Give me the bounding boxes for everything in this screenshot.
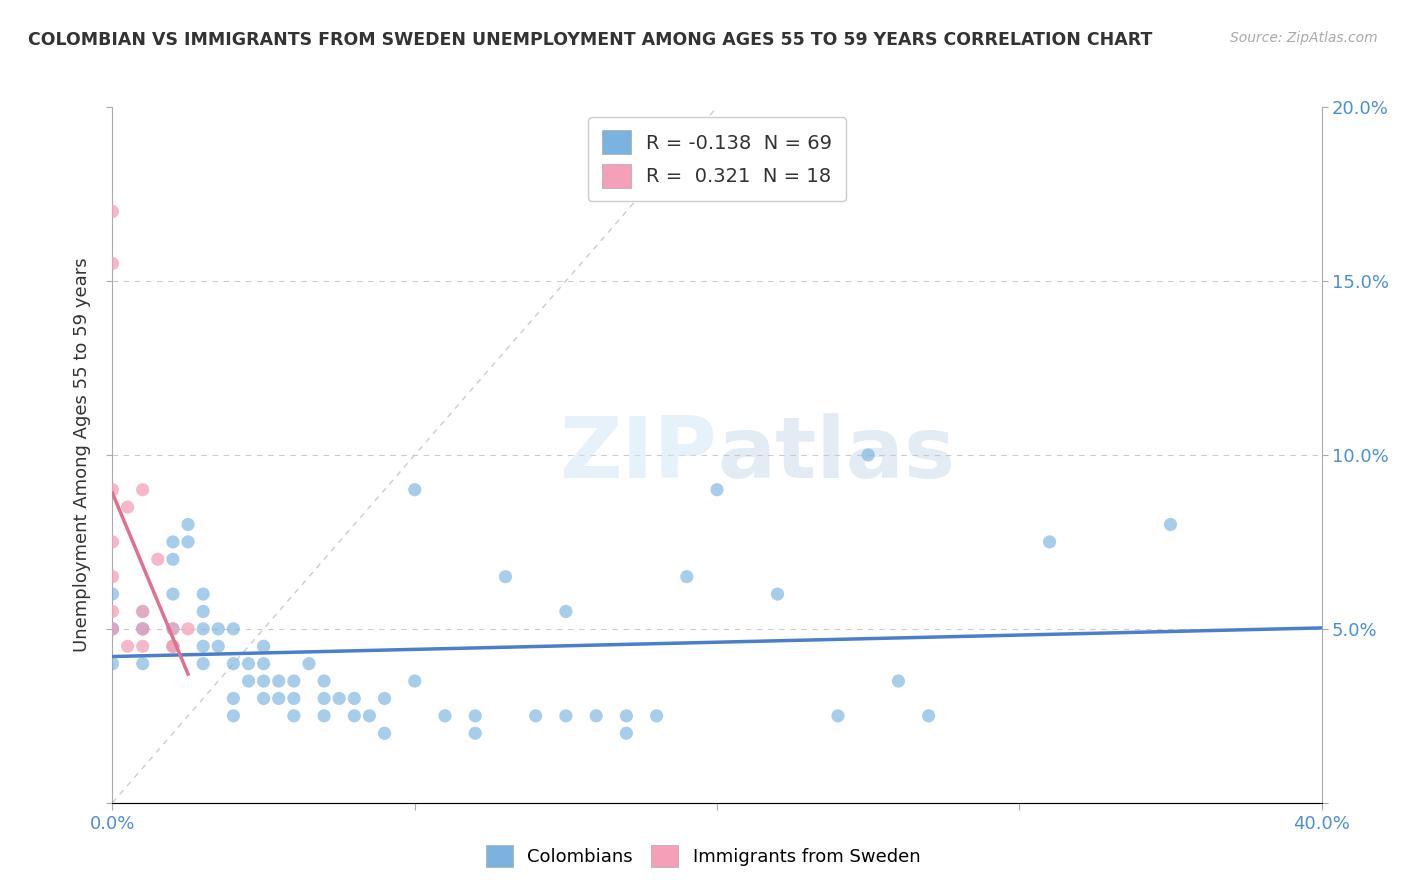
- Point: [162, 639, 184, 653]
- Point: [207, 639, 229, 653]
- Point: [191, 605, 214, 619]
- Point: [191, 657, 214, 671]
- Point: [887, 674, 910, 689]
- Text: ZIP: ZIP: [560, 413, 717, 497]
- Point: [253, 657, 276, 671]
- Point: [267, 674, 290, 689]
- Point: [101, 657, 124, 671]
- Point: [162, 622, 184, 636]
- Point: [404, 483, 426, 497]
- Text: atlas: atlas: [717, 413, 955, 497]
- Point: [132, 605, 155, 619]
- Point: [162, 622, 184, 636]
- Point: [132, 639, 155, 653]
- Point: [314, 674, 336, 689]
- Point: [101, 204, 124, 219]
- Point: [162, 587, 184, 601]
- Point: [585, 708, 607, 723]
- Point: [616, 726, 638, 740]
- Point: [101, 622, 124, 636]
- Point: [675, 570, 697, 584]
- Point: [464, 726, 486, 740]
- Point: [343, 691, 366, 706]
- Point: [101, 483, 124, 497]
- Point: [1038, 534, 1062, 549]
- Point: [283, 708, 305, 723]
- Point: [132, 483, 155, 497]
- Point: [222, 708, 245, 723]
- Point: [162, 639, 184, 653]
- Point: [101, 534, 124, 549]
- Y-axis label: Unemployment Among Ages 55 to 59 years: Unemployment Among Ages 55 to 59 years: [73, 258, 91, 652]
- Point: [433, 708, 456, 723]
- Point: [207, 622, 229, 636]
- Point: [918, 708, 941, 723]
- Point: [191, 639, 214, 653]
- Point: [132, 657, 155, 671]
- Point: [101, 605, 124, 619]
- Point: [132, 622, 155, 636]
- Point: [117, 500, 139, 514]
- Point: [253, 639, 276, 653]
- Point: [253, 674, 276, 689]
- Point: [177, 517, 200, 532]
- Point: [177, 534, 200, 549]
- Point: [101, 256, 124, 270]
- Point: [283, 674, 305, 689]
- Text: Source: ZipAtlas.com: Source: ZipAtlas.com: [1230, 31, 1378, 45]
- Point: [766, 587, 789, 601]
- Point: [856, 448, 880, 462]
- Point: [117, 639, 139, 653]
- Point: [162, 639, 184, 653]
- Point: [267, 691, 290, 706]
- Legend: Colombians, Immigrants from Sweden: Colombians, Immigrants from Sweden: [478, 838, 928, 874]
- Point: [464, 708, 486, 723]
- Point: [253, 691, 276, 706]
- Point: [1159, 517, 1181, 532]
- Point: [374, 691, 396, 706]
- Point: [616, 708, 638, 723]
- Point: [495, 570, 517, 584]
- Point: [238, 674, 260, 689]
- Point: [359, 708, 381, 723]
- Point: [706, 483, 728, 497]
- Point: [132, 605, 155, 619]
- Point: [191, 622, 214, 636]
- Point: [374, 726, 396, 740]
- Point: [314, 708, 336, 723]
- Point: [101, 570, 124, 584]
- Point: [222, 657, 245, 671]
- Point: [554, 708, 576, 723]
- Point: [524, 708, 547, 723]
- Point: [645, 708, 668, 723]
- Point: [222, 691, 245, 706]
- Point: [554, 605, 576, 619]
- Point: [191, 587, 214, 601]
- Point: [177, 622, 200, 636]
- Point: [101, 587, 124, 601]
- Legend: R = -0.138  N = 69, R =  0.321  N = 18: R = -0.138 N = 69, R = 0.321 N = 18: [588, 117, 846, 202]
- Text: COLOMBIAN VS IMMIGRANTS FROM SWEDEN UNEMPLOYMENT AMONG AGES 55 TO 59 YEARS CORRE: COLOMBIAN VS IMMIGRANTS FROM SWEDEN UNEM…: [28, 31, 1153, 49]
- Point: [314, 691, 336, 706]
- Point: [162, 552, 184, 566]
- Point: [343, 708, 366, 723]
- Point: [101, 622, 124, 636]
- Point: [132, 622, 155, 636]
- Point: [146, 552, 169, 566]
- Point: [101, 622, 124, 636]
- Point: [404, 674, 426, 689]
- Point: [328, 691, 350, 706]
- Point: [238, 657, 260, 671]
- Point: [162, 534, 184, 549]
- Point: [222, 622, 245, 636]
- Point: [283, 691, 305, 706]
- Point: [827, 708, 849, 723]
- Point: [298, 657, 321, 671]
- Point: [132, 622, 155, 636]
